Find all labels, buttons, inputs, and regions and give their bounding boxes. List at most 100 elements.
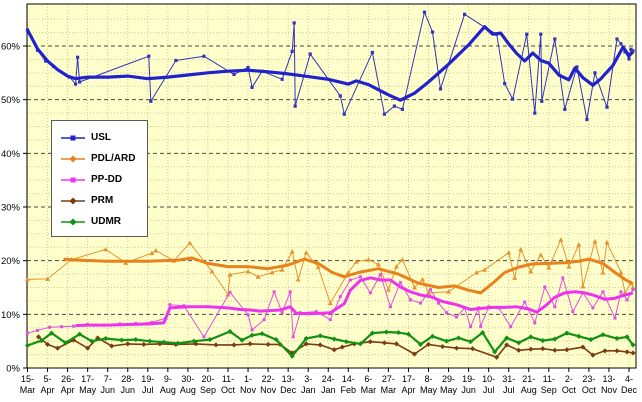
data-point-marker [343, 339, 349, 345]
data-point-marker [509, 325, 513, 329]
x-tick-label-day: 4- [625, 374, 633, 384]
data-point-marker [506, 250, 512, 255]
data-point-marker [85, 345, 91, 351]
data-point-marker [315, 264, 321, 270]
legend-label: PDL/ARD [91, 152, 136, 164]
y-axis-labels: 0% 10% 20% 30% 40% 50% 60% [1, 42, 21, 375]
data-point-marker [398, 281, 402, 285]
x-tick-label-month: Oct [582, 385, 597, 395]
legend-label: UDMR [91, 215, 121, 227]
data-point-marker [558, 237, 564, 242]
series-usl-trend [26, 25, 635, 102]
data-point-marker [149, 99, 153, 103]
data-point-marker [592, 238, 598, 244]
data-point-marker [446, 289, 452, 294]
data-point-marker [393, 341, 399, 347]
data-point-marker [35, 334, 42, 340]
data-point-marker [385, 287, 391, 292]
data-point-marker [470, 346, 476, 352]
data-point-marker [443, 338, 450, 344]
data-point-marker [614, 335, 620, 342]
data-point-marker [494, 354, 500, 360]
data-point-marker [474, 269, 480, 275]
legend-label: PP-DD [91, 173, 123, 185]
data-point-marker [48, 325, 52, 329]
data-point-marker [353, 259, 359, 264]
data-point-marker [327, 300, 333, 306]
data-point-marker [308, 52, 312, 56]
data-point-marker [528, 268, 534, 274]
x-axis-labels: 15-Mar5-Apr26-Apr17-May7-Jun28-Jun19-Jul… [20, 374, 638, 395]
data-point-marker [388, 305, 392, 309]
data-point-marker [538, 252, 544, 257]
data-point-marker [303, 250, 309, 255]
legend-item-prm: PRM [60, 190, 141, 211]
data-point-marker [511, 97, 515, 101]
data-point-marker [564, 347, 570, 353]
x-tick-label-day: 29- [442, 374, 455, 384]
x-tick-label-day: 20- [201, 374, 214, 384]
data-point-marker [631, 49, 635, 53]
series-udmr [24, 328, 636, 359]
data-point-marker [411, 351, 418, 357]
data-point-marker [48, 330, 55, 336]
data-point-marker [367, 339, 373, 345]
data-point-marker [246, 313, 250, 317]
x-tick-label-month: Dec [621, 385, 638, 395]
data-point-marker [175, 340, 181, 346]
series-line-ppdd-trend [75, 276, 634, 328]
data-point-marker [601, 290, 605, 294]
data-point-marker [227, 328, 233, 335]
data-point-marker [369, 330, 375, 336]
data-point-marker [209, 268, 215, 274]
data-point-marker [392, 104, 397, 108]
data-point-marker [566, 264, 572, 269]
data-point-marker [290, 49, 294, 53]
data-point-marker [439, 343, 446, 350]
data-point-marker [317, 333, 323, 339]
data-point-marker [289, 353, 295, 359]
data-point-marker [456, 335, 462, 341]
x-tick-label-day: 30- [181, 374, 194, 384]
data-point-marker [303, 341, 309, 347]
x-tick-label-month: Aug [180, 385, 196, 395]
data-point-marker [213, 342, 219, 348]
x-tick-label-day: 26- [61, 374, 74, 384]
x-tick-label-day: 11- [222, 374, 234, 384]
x-tick-label-month: Oct [221, 385, 236, 395]
data-point-marker [630, 342, 636, 348]
x-tick-label-month: Jul [483, 385, 495, 395]
chart-legend: USL PDL/ARD PP-DD PRM UDMR [51, 120, 148, 237]
data-point-marker [503, 81, 507, 86]
data-point-marker [339, 344, 345, 350]
x-tick-label-month: May [420, 385, 438, 395]
data-point-marker [228, 290, 232, 294]
data-point-marker [580, 344, 586, 350]
series-line-pdl-trend [63, 256, 634, 295]
x-tick-label-month: Jun [100, 385, 115, 395]
data-point-marker [591, 306, 595, 310]
data-point-marker [540, 346, 546, 352]
data-point-marker [269, 269, 275, 275]
x-tick-label-month: Mar [361, 385, 377, 395]
x-tick-label-month: Apr [41, 385, 55, 395]
data-point-marker [232, 72, 236, 77]
data-point-marker [576, 333, 582, 339]
data-point-marker [400, 107, 405, 111]
data-point-marker [103, 335, 109, 342]
data-point-marker [378, 273, 382, 277]
data-point-marker [314, 310, 318, 314]
data-point-marker [381, 340, 387, 346]
data-point-marker [280, 311, 284, 315]
data-point-marker [338, 94, 342, 98]
data-point-marker [63, 340, 69, 346]
data-point-marker [24, 342, 31, 349]
data-point-marker [445, 311, 449, 315]
data-point-marker [207, 336, 213, 343]
data-point-marker [553, 37, 557, 41]
data-point-marker [262, 318, 266, 322]
data-point-marker [119, 337, 125, 343]
data-point-marker [246, 65, 250, 70]
data-point-marker [168, 303, 172, 307]
data-point-marker [418, 301, 422, 305]
